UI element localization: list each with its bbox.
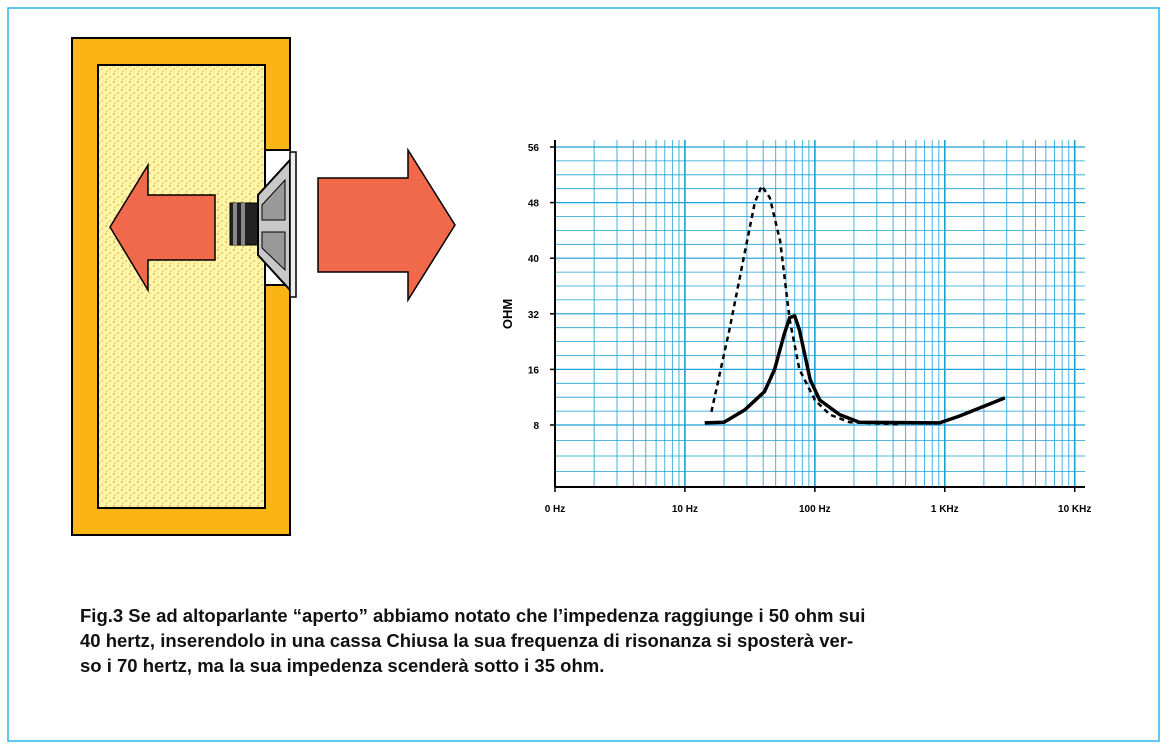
x-tick-label: 0 Hz [545,504,566,515]
caption-line: so i 70 hertz, ma la sua impedenza scend… [80,655,605,676]
y-tick-label: 56 [528,143,540,154]
speaker-box [71,37,456,536]
x-tick-label: 10 KHz [1058,504,1091,515]
y-tick-label: 48 [528,199,540,210]
y-tick-label: 8 [533,421,539,432]
x-tick-label: 1 KHz [931,504,959,515]
caption-line: Fig.3 Se ad altoparlante “aperto” abbiam… [80,605,866,626]
caption-line: 40 hertz, inserendolo in una cassa Chius… [80,630,854,651]
series-line [704,314,1006,425]
y-tick-label: 40 [528,254,540,265]
y-axis-label: OHM [500,299,515,329]
y-tick-label: 16 [528,365,540,376]
series-line [710,184,900,426]
y-tick-label: 32 [528,310,540,321]
x-tick-label: 10 Hz [672,504,698,515]
frame [7,7,1160,742]
x-tick-label: 100 Hz [799,504,831,515]
